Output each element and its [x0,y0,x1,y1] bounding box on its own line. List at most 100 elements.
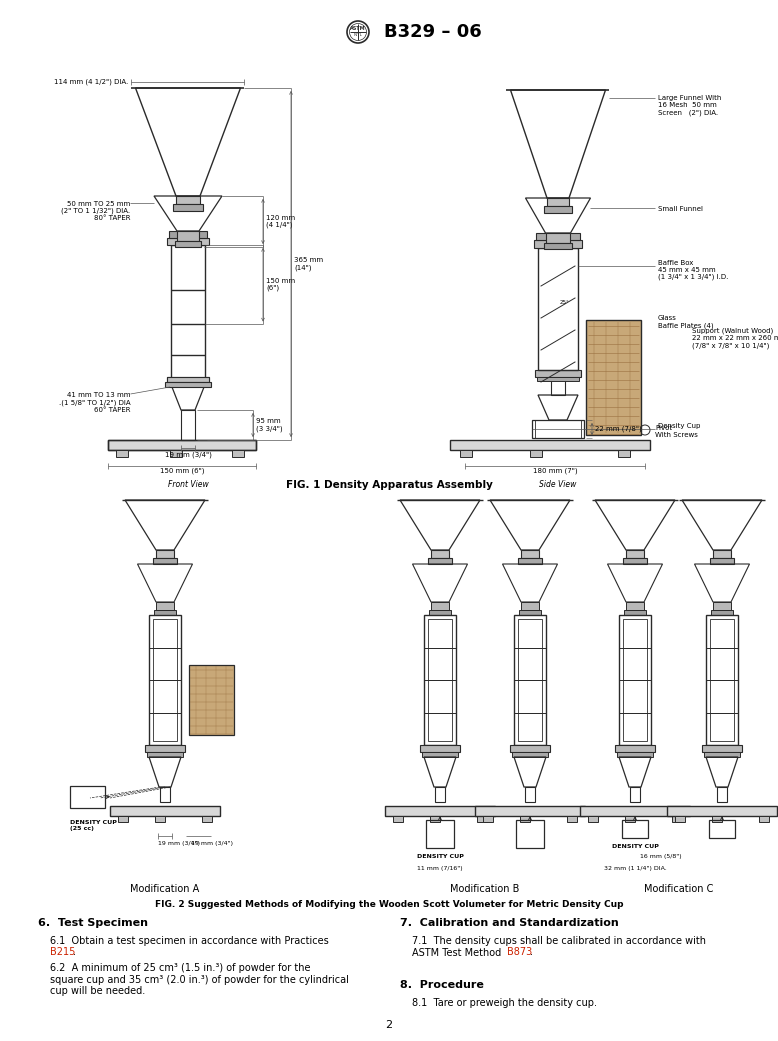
Bar [422,752,458,757]
Bar [393,816,403,822]
Bar [156,550,174,558]
Text: FIG. 1 Density Apparatus Assembly: FIG. 1 Density Apparatus Assembly [286,480,492,490]
Text: 2: 2 [385,1020,393,1030]
Bar [546,233,570,243]
Text: 6.  Test Specimen: 6. Test Specimen [38,918,148,928]
Text: DENSITY CUP: DENSITY CUP [416,854,464,859]
Bar [431,602,449,610]
Text: DENSITY CUP
(25 cc): DENSITY CUP (25 cc) [70,820,117,831]
Bar [713,602,731,610]
Bar [518,619,542,741]
Bar [536,233,580,240]
Bar [630,787,640,802]
Text: B873: B873 [507,947,532,957]
Bar [516,820,544,848]
Bar [175,242,201,247]
Bar [530,450,542,457]
Bar [108,440,256,450]
Text: 7.  Calibration and Standardization: 7. Calibration and Standardization [400,918,619,928]
Bar [385,806,495,816]
Bar [521,550,539,558]
Bar [173,204,203,211]
Text: Pivot
With Screws: Pivot With Screws [655,425,698,438]
Text: 19 mm (3/4"): 19 mm (3/4") [191,841,233,846]
Bar [711,610,733,615]
Bar [426,820,454,848]
Bar [512,752,548,757]
Bar [435,787,445,802]
Text: Modification A: Modification A [131,884,200,894]
Bar [153,558,177,564]
Bar [149,615,181,745]
Bar [532,420,584,438]
Bar [622,820,648,838]
Bar [626,602,644,610]
Text: 365 mm
(14"): 365 mm (14") [294,257,323,271]
Bar [420,745,460,752]
Bar [477,816,487,822]
Text: 8.1  Tare or preweigh the density cup.: 8.1 Tare or preweigh the density cup. [412,998,597,1008]
Bar [567,816,577,822]
Text: B329 – 06: B329 – 06 [384,23,482,41]
Bar [580,806,690,816]
Text: Front View: Front View [167,480,209,489]
Bar [615,745,655,752]
Bar [672,816,682,822]
Bar [534,240,582,248]
Text: 150 mm
(6"): 150 mm (6") [266,278,295,291]
Bar [710,619,734,741]
Bar [709,820,735,838]
Text: FIG. 2 Suggested Methods of Modifying the Wooden Scott Volumeter for Metric Dens: FIG. 2 Suggested Methods of Modifying th… [155,900,623,909]
Bar [514,615,546,745]
Bar [675,816,685,822]
Bar [704,752,740,757]
Bar [586,320,641,435]
Text: 95 mm
(3 3/4"): 95 mm (3 3/4") [256,418,282,432]
Text: Modification C: Modification C [644,884,713,894]
Bar [167,377,209,382]
Text: 50 mm TO 25 mm
(2" TO 1 1/32") DIA.
80° TAPER: 50 mm TO 25 mm (2" TO 1 1/32") DIA. 80° … [61,201,131,222]
Bar [177,231,199,242]
Bar [710,558,734,564]
Bar [617,752,653,757]
Text: 180 mm (7"): 180 mm (7") [533,468,577,475]
Bar [232,450,244,457]
Bar [538,248,578,370]
Bar [518,558,542,564]
Bar [428,619,452,741]
Bar [483,816,493,822]
Text: DENSITY CUP: DENSITY CUP [612,844,658,849]
Text: B215: B215 [50,947,75,957]
Bar [618,450,630,457]
Bar [712,816,722,822]
Text: 19 mm (3/4"): 19 mm (3/4") [158,841,200,846]
Bar [153,619,177,741]
Bar [155,816,165,822]
Bar [667,806,777,816]
Bar [623,619,647,741]
Text: 7.1  The density cups shall be calibrated in accordance with
ASTM Test Method: 7.1 The density cups shall be calibrated… [412,936,706,958]
Bar [519,610,541,615]
Bar [428,558,452,564]
Bar [450,440,650,450]
Bar [547,198,569,206]
Bar [588,816,598,822]
Bar [431,550,449,558]
Bar [116,450,128,457]
Bar [510,745,550,752]
Bar [713,550,731,558]
Bar [118,816,128,822]
Text: .: . [530,947,533,957]
Bar [535,420,581,438]
Bar [460,450,472,457]
Text: INTL: INTL [353,33,363,37]
Bar [702,745,742,752]
Bar [424,615,456,745]
Bar [145,745,185,752]
Bar [475,806,585,816]
Bar [525,787,535,802]
Text: 16 mm (5/8"): 16 mm (5/8") [640,854,682,859]
Bar [110,806,220,816]
Bar [176,196,200,204]
Bar [154,610,176,615]
